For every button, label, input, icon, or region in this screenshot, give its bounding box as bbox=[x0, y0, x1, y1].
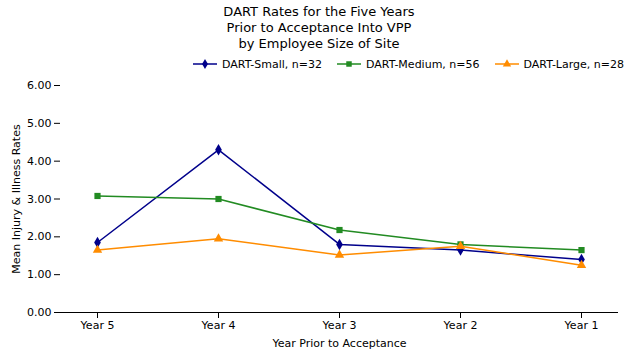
html-text:DART-Medium, n=56: DART-Medium, n=56 bbox=[366, 57, 480, 71]
svg-text:6.00: 6.00 bbox=[27, 79, 52, 92]
svg-text:Year 2: Year 2 bbox=[443, 319, 478, 332]
svg-text:Year 4: Year 4 bbox=[201, 319, 236, 332]
svg-text:Year 3: Year 3 bbox=[322, 319, 357, 332]
html-text:DART Rates for the Five Years: DART Rates for the Five Years bbox=[223, 4, 415, 19]
html-text:DART-Small, n=32: DART-Small, n=32 bbox=[222, 57, 322, 71]
svg-text:Year Prior to Acceptance: Year Prior to Acceptance bbox=[271, 337, 406, 350]
svg-text:1.00: 1.00 bbox=[27, 268, 52, 281]
svg-text:4.00: 4.00 bbox=[27, 155, 52, 168]
svg-text:Year 5: Year 5 bbox=[80, 319, 115, 332]
svg-text:0.00: 0.00 bbox=[27, 306, 52, 319]
html-text:by Employee Size of Site: by Employee Size of Site bbox=[238, 36, 400, 51]
svg-text:Mean Injury & Illness Rates: Mean Injury & Illness Rates bbox=[10, 124, 23, 274]
svg-text:2.00: 2.00 bbox=[27, 230, 52, 243]
svg-text:Year 1: Year 1 bbox=[564, 319, 599, 332]
svg-text:3.00: 3.00 bbox=[27, 193, 52, 206]
html-text:Prior to Acceptance Into VPP: Prior to Acceptance Into VPP bbox=[226, 20, 412, 35]
html-text:DART-Large, n=28: DART-Large, n=28 bbox=[523, 57, 624, 71]
svg-text:5.00: 5.00 bbox=[27, 117, 52, 130]
